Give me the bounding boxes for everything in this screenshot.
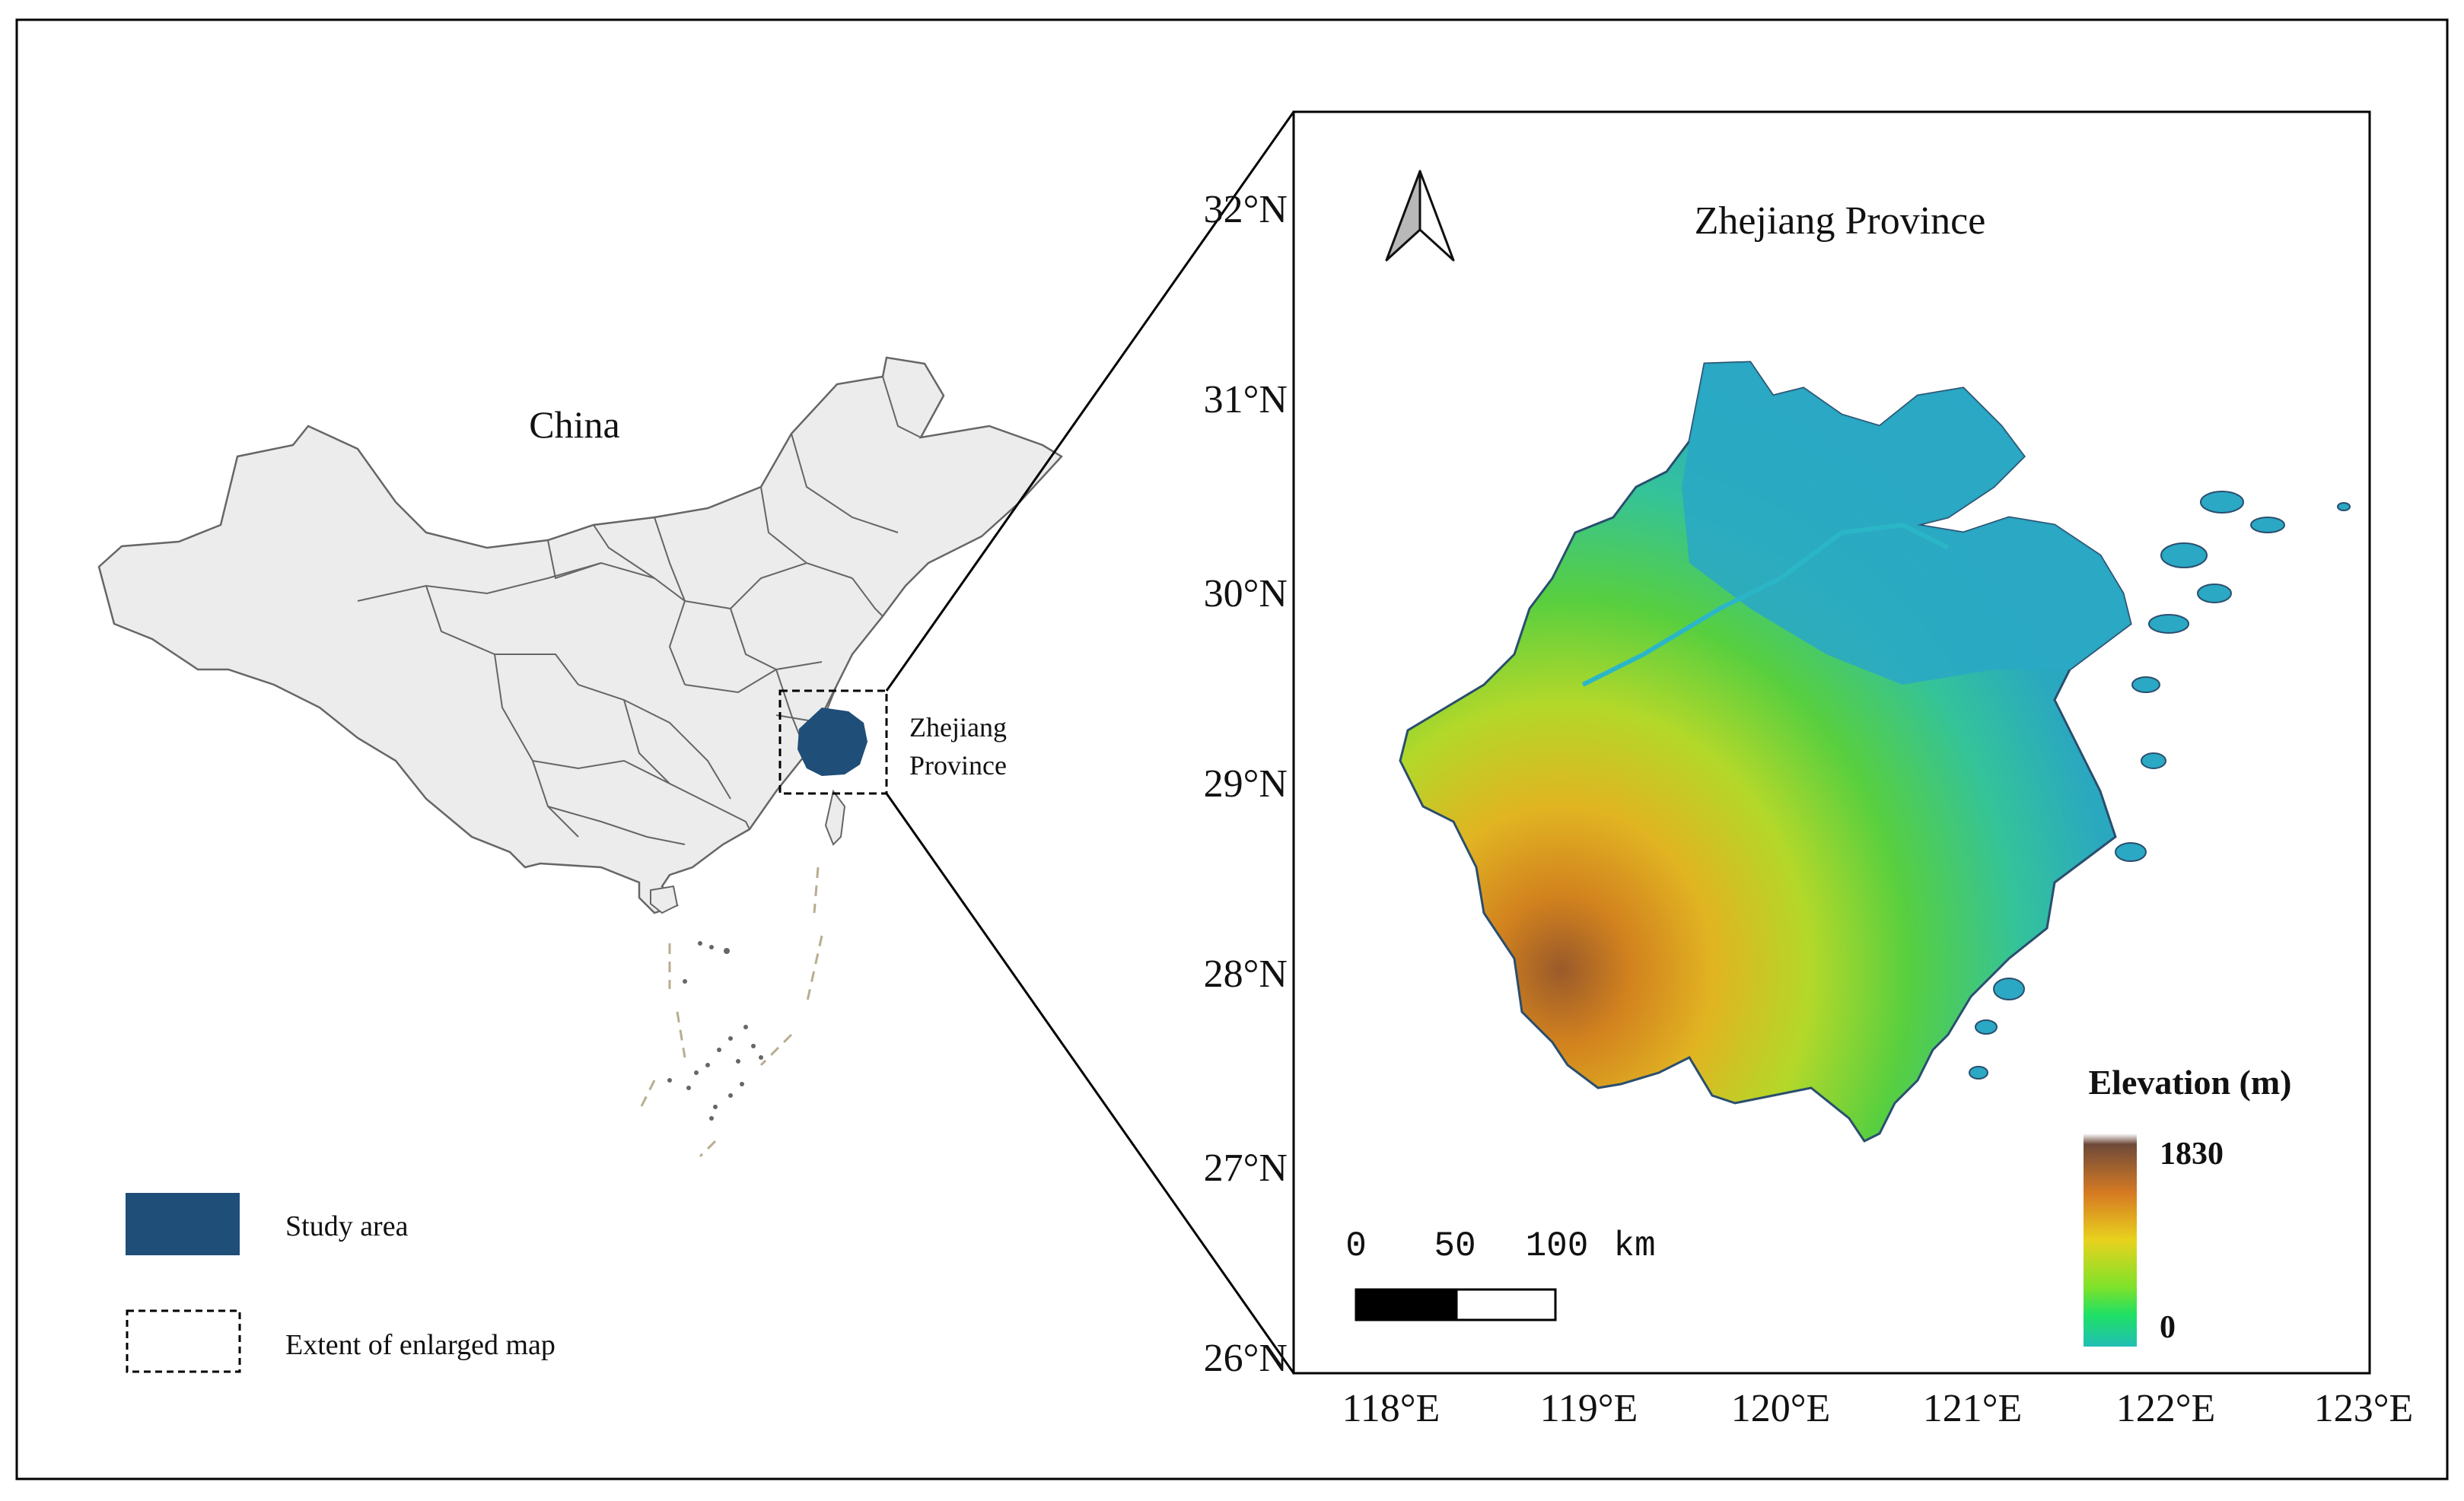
scale-bar: 0 50 100 km: [1345, 1226, 1656, 1321]
detail-map: Zhejiang Province 32°N 31°N 30°N 29°N 28…: [1204, 110, 2414, 1430]
hainan-island: [650, 885, 679, 914]
lon-tick: 123°E: [2314, 1387, 2414, 1430]
lat-tick: 32°N: [1204, 188, 1288, 231]
south-china-sea-islands: [667, 941, 763, 1121]
lat-tick: 30°N: [1204, 572, 1288, 615]
northern-plain: [1682, 362, 2131, 685]
study-area-shape: [797, 708, 867, 776]
study-area-label: Study area: [285, 1210, 409, 1242]
scale-segment-white: [1455, 1288, 1557, 1321]
lat-tick: 28°N: [1204, 952, 1288, 996]
overview-map: China Zhejiang Province: [97, 356, 1063, 1158]
elevation-min-label: 0: [2160, 1310, 2176, 1345]
taiwan-island: [824, 789, 846, 846]
maritime-boundary: [638, 867, 823, 1158]
figure-frame: [15, 18, 2449, 1480]
country-label: China: [529, 403, 619, 446]
scale-segment-black: [1355, 1288, 1458, 1321]
lat-tick: 29°N: [1204, 762, 1288, 806]
longitude-axis: 118°E 119°E 120°E 121°E 122°E 123°E: [1342, 1387, 2414, 1430]
coastal-islands: [1969, 491, 2351, 1080]
lat-tick: 26°N: [1204, 1337, 1288, 1380]
elevation-color-ramp: [2084, 1134, 2137, 1347]
lat-tick: 27°N: [1204, 1146, 1288, 1190]
lon-tick: 120°E: [1731, 1387, 1831, 1430]
legend: Study area Extent of enlarged map: [126, 1193, 556, 1373]
study-area-swatch: [126, 1193, 240, 1255]
extent-label: Extent of enlarged map: [285, 1329, 556, 1361]
river: [1581, 522, 1950, 687]
lon-tick: 119°E: [1540, 1387, 1638, 1430]
elevation-legend: Elevation (m) 1830 0: [2084, 1063, 2292, 1347]
extent-box: [778, 689, 888, 795]
scale-label-100: 100: [1526, 1226, 1589, 1266]
detail-title: Zhejiang Province: [1695, 199, 1986, 243]
elevation-legend-title: Elevation (m): [2088, 1063, 2291, 1102]
latitude-axis: 32°N 31°N 30°N 29°N 28°N 27°N 26°N: [1204, 188, 1288, 1380]
lon-tick: 121°E: [1923, 1387, 2023, 1430]
elevation-max-label: 1830: [2160, 1137, 2224, 1172]
scale-label-0: 0: [1345, 1226, 1367, 1266]
lon-tick: 122°E: [2116, 1387, 2216, 1430]
lon-tick: 118°E: [1342, 1387, 1441, 1430]
inset-label-line1: Zhejiang: [909, 712, 1007, 743]
extent-swatch: [126, 1309, 241, 1373]
inset-label-line2: Province: [909, 750, 1007, 781]
scale-unit: km: [1613, 1226, 1655, 1266]
north-arrow-icon: [1385, 170, 1455, 262]
province-boundaries: [357, 376, 922, 845]
scale-label-50: 50: [1434, 1226, 1476, 1266]
connector-bottom: [885, 793, 1295, 1374]
lat-tick: 31°N: [1204, 378, 1288, 421]
connector-top: [885, 111, 1295, 692]
